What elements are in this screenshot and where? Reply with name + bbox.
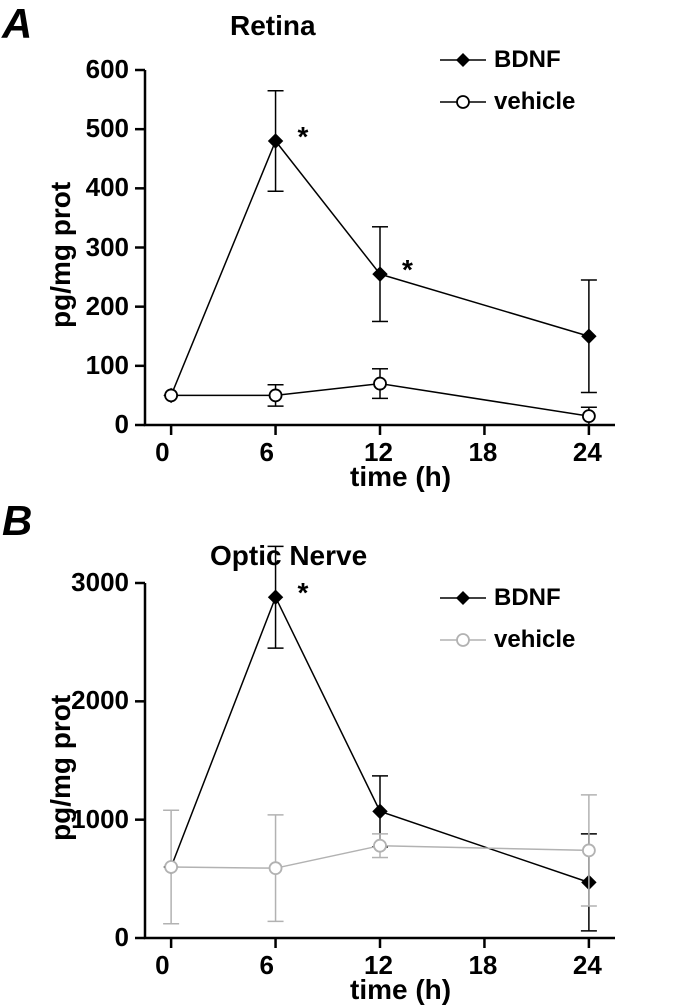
chart-title: Retina bbox=[230, 10, 316, 42]
ytick-label: 200 bbox=[86, 291, 129, 322]
ytick-label: 1000 bbox=[71, 804, 129, 835]
x-axis-label: time (h) bbox=[350, 461, 451, 493]
ytick-label: 600 bbox=[86, 54, 129, 85]
legend-marker-icon bbox=[440, 50, 486, 70]
legend-marker-icon bbox=[440, 588, 486, 608]
legend-label: vehicle bbox=[494, 88, 575, 115]
y-axis-label: pg/mg prot bbox=[45, 694, 77, 840]
significance-star: * bbox=[402, 254, 413, 286]
ytick-label: 500 bbox=[86, 113, 129, 144]
y-axis-label: pg/mg prot bbox=[45, 181, 77, 327]
xtick-label: 6 bbox=[260, 950, 274, 981]
legend-marker-icon bbox=[440, 630, 486, 650]
ytick-label: 0 bbox=[115, 922, 129, 953]
legend-entry-bdnf: BDNF bbox=[440, 45, 561, 74]
significance-star: * bbox=[298, 577, 309, 609]
ytick-label: 300 bbox=[86, 232, 129, 263]
legend-label: BDNF bbox=[494, 584, 561, 611]
chart-A bbox=[0, 0, 686, 992]
legend-marker-icon bbox=[440, 92, 486, 112]
legend-entry-vehicle: vehicle bbox=[440, 87, 575, 116]
xtick-label: 24 bbox=[573, 437, 602, 468]
legend-label: vehicle bbox=[494, 626, 575, 653]
ytick-label: 3000 bbox=[71, 567, 129, 598]
xtick-label: 18 bbox=[468, 437, 497, 468]
xtick-label: 24 bbox=[573, 950, 602, 981]
legend-label: BDNF bbox=[494, 46, 561, 73]
x-axis-label: time (h) bbox=[350, 974, 451, 1006]
panel-label-A: A bbox=[2, 0, 32, 48]
chart-B bbox=[0, 0, 686, 992]
legend-entry-vehicle: vehicle bbox=[440, 625, 575, 654]
xtick-label: 18 bbox=[468, 950, 497, 981]
significance-star: * bbox=[298, 121, 309, 153]
xtick-label: 0 bbox=[155, 950, 169, 981]
ytick-label: 400 bbox=[86, 172, 129, 203]
ytick-label: 0 bbox=[115, 409, 129, 440]
xtick-label: 0 bbox=[155, 437, 169, 468]
panel-label-B: B bbox=[2, 497, 32, 545]
chart-title: Optic Nerve bbox=[210, 540, 367, 572]
legend-entry-bdnf: BDNF bbox=[440, 583, 561, 612]
xtick-label: 6 bbox=[260, 437, 274, 468]
ytick-label: 100 bbox=[86, 350, 129, 381]
ytick-label: 2000 bbox=[71, 685, 129, 716]
